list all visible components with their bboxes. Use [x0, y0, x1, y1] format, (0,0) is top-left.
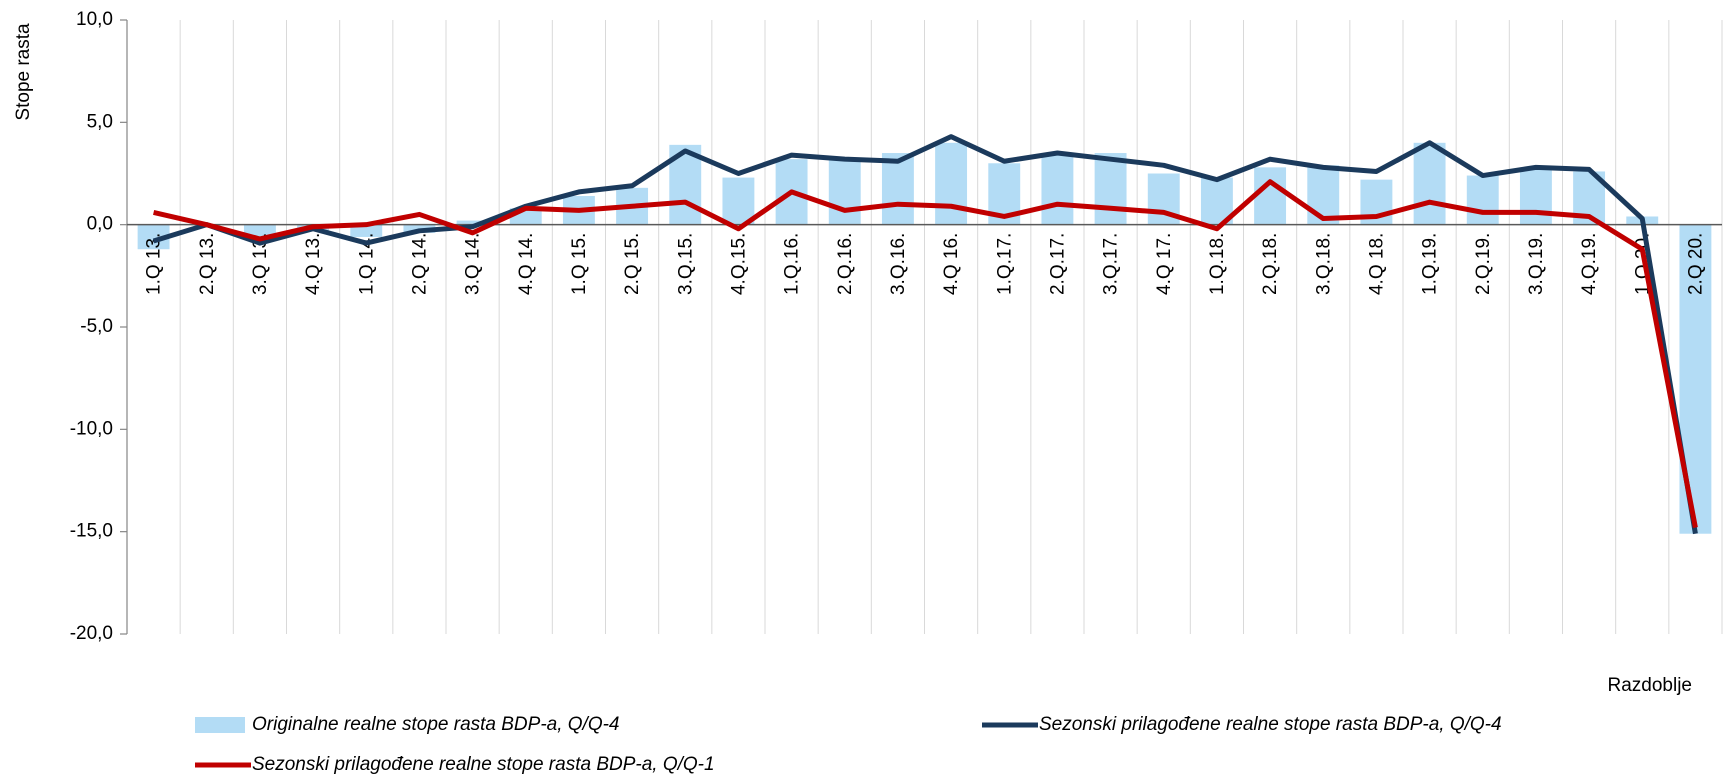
x-tick-label: 2.Q.17.: [1047, 233, 1068, 295]
x-tick-label: 4.Q 13.: [303, 233, 324, 295]
x-tick-label: 2.Q 20.: [1685, 233, 1706, 295]
bar: [1041, 155, 1074, 225]
bar: [935, 142, 968, 225]
x-tick-label: 3.Q.18.: [1313, 233, 1334, 295]
line-series: [152, 134, 1698, 535]
x-axis-label: Razdoblje: [1608, 675, 1693, 696]
x-tick-label: 1.Q.19.: [1420, 233, 1441, 295]
x-tick-label: 1.Q 13.: [144, 233, 165, 295]
x-tick-label: 1.Q.18.: [1207, 233, 1228, 295]
y-axis-label: Stope rasta: [13, 23, 34, 121]
bar: [1519, 167, 1552, 225]
x-tick-label: 3.Q.17.: [1101, 233, 1122, 295]
legend-label: Sezonski prilagođene realne stope rasta …: [1039, 714, 1502, 735]
x-tick-label: 4.Q.19.: [1579, 233, 1600, 295]
x-tick-label: 2.Q 14.: [409, 233, 430, 295]
x-tick-label: 2.Q 15.: [622, 233, 643, 295]
legend-swatch: [195, 717, 245, 733]
y-tick-label: -15,0: [70, 521, 113, 542]
x-tick-label: 1.Q.16.: [782, 233, 803, 295]
x-tick-label: 4.Q 14.: [516, 233, 537, 295]
x-tick-label: 3.Q.19.: [1526, 233, 1547, 295]
legend-label: Originalne realne stope rasta BDP-a, Q/Q…: [252, 714, 620, 735]
y-tick-label: -10,0: [70, 418, 113, 439]
y-tick-label: -5,0: [80, 316, 113, 337]
x-tick-label: 1.Q 15.: [569, 233, 590, 295]
x-tick-label: 2.Q 13.: [197, 233, 218, 295]
x-tick-label: 2.Q.16.: [835, 233, 856, 295]
x-tick-label: 1.Q.17.: [994, 233, 1015, 295]
x-tick-label: 2.Q.18.: [1260, 233, 1281, 295]
bar: [1413, 142, 1446, 225]
x-tick-label: 3.Q.16.: [888, 233, 909, 295]
x-tick-label: 4.Q 18.: [1366, 233, 1387, 295]
bar: [456, 220, 489, 225]
legend-label: Sezonski prilagođene realne stope rasta …: [252, 754, 715, 775]
bar: [350, 224, 383, 237]
x-tick-label: 2.Q.19.: [1473, 233, 1494, 295]
bar: [1094, 153, 1127, 225]
y-tick-label: 10,0: [76, 9, 113, 30]
bar: [881, 153, 914, 225]
x-tick-label: 4.Q 16.: [941, 233, 962, 295]
x-tick-label: 3.Q.15.: [675, 233, 696, 295]
x-tick-label: 4.Q.15.: [728, 233, 749, 295]
y-tick-label: -20,0: [70, 623, 113, 644]
bar: [722, 177, 755, 225]
bar: [1466, 175, 1499, 225]
x-tick-label: 3.Q 13.: [250, 233, 271, 295]
x-tick-label: 1.Q 14.: [356, 233, 377, 295]
line-series: [153, 179, 1698, 529]
x-tick-label: 3.Q 14.: [463, 233, 484, 295]
y-tick-label: 5,0: [87, 111, 113, 132]
bar: [828, 159, 861, 225]
bar: [1254, 167, 1287, 225]
x-tick-label: 4.Q 17.: [1154, 233, 1175, 295]
bar: [1307, 165, 1340, 225]
y-tick-label: 0,0: [87, 214, 113, 235]
